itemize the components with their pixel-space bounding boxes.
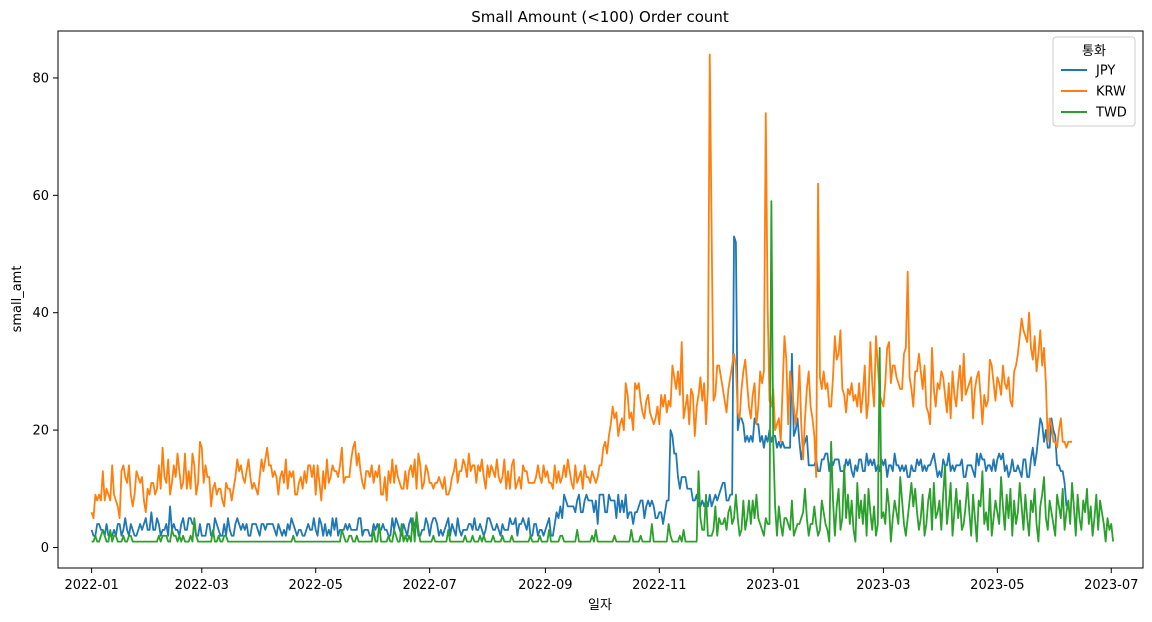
y-tick-label: 60 xyxy=(32,189,49,204)
x-tick-label: 2022-09 xyxy=(518,578,572,593)
x-tick-label: 2022-11 xyxy=(632,578,686,593)
legend-title: 통화 xyxy=(1082,44,1106,59)
x-tick-label: 2022-07 xyxy=(402,578,456,593)
series-line-krw xyxy=(90,53,1073,520)
y-axis-title: small_amt xyxy=(10,266,25,333)
y-tick-label: 40 xyxy=(32,306,49,321)
x-tick-label: 2023-07 xyxy=(1084,578,1138,593)
x-tick-label: 2022-03 xyxy=(175,578,229,593)
series-line-jpy xyxy=(90,235,1068,537)
y-axis: 0 20 40 60 80 xyxy=(32,71,58,556)
series-line-twd xyxy=(91,200,1115,543)
plot-frame xyxy=(57,30,1144,569)
legend-label-krw: KRW xyxy=(1096,85,1126,100)
series-layer xyxy=(90,53,1115,543)
x-tick-label: 2023-05 xyxy=(970,578,1024,593)
legend-box xyxy=(1052,36,1136,127)
legend-label-jpy: JPY xyxy=(1095,64,1115,79)
x-tick-label: 2023-01 xyxy=(746,578,800,593)
y-tick-label: 20 xyxy=(32,424,49,439)
y-tick-label: 0 xyxy=(41,541,49,556)
x-axis-title: 일자 xyxy=(588,598,612,613)
y-tick-label: 80 xyxy=(32,71,49,86)
x-tick-label: 2022-01 xyxy=(64,578,118,593)
x-tick-label: 2022-05 xyxy=(289,578,343,593)
x-axis: 2022-01 2022-03 2022-05 2022-07 2022-09 2022-… xyxy=(64,568,1138,593)
chart-title: Small Amount (<100) Order count xyxy=(471,8,729,26)
legend-label-twd: TWD xyxy=(1095,106,1127,121)
x-tick-label: 2023-03 xyxy=(856,578,910,593)
legend-entries: JPY KRW TWD xyxy=(1061,64,1127,121)
plot-area xyxy=(57,30,1144,569)
legend: 통화 JPY KRW TWD xyxy=(1052,36,1136,127)
